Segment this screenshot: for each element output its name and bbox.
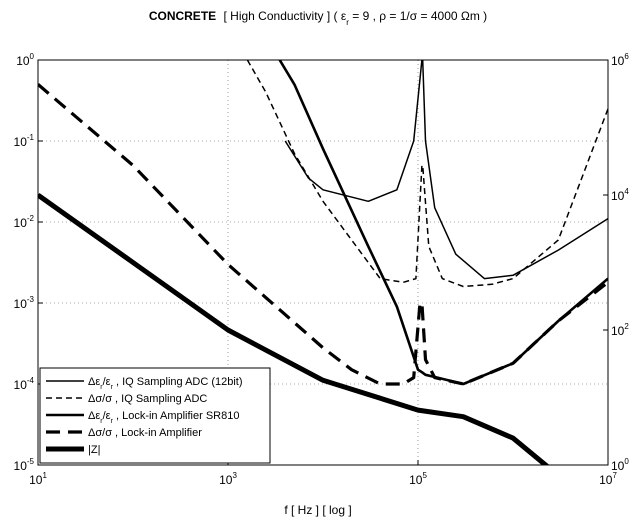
x-tick-label: 101 — [29, 471, 47, 487]
y-tick-label: 10-5 — [14, 457, 35, 473]
series-line-4 — [38, 83, 608, 386]
x-tick-label: 105 — [409, 471, 427, 487]
ticks: 101 103 105 10710010-110-210-310-410-510610… — [14, 52, 630, 487]
chart-title: CONCRETE [ High Conductivity ] ( εr = 9 … — [149, 9, 487, 27]
y-tick-label: 10-4 — [14, 376, 35, 392]
y-tick-label: 10-2 — [14, 214, 35, 230]
series-line-2 — [246, 60, 608, 288]
x-axis-label: f [ Hz ] [ log ] — [284, 503, 351, 517]
legend-label-4: Δσ/σ , Lock-in Amplifier — [88, 427, 202, 439]
series-line-1 — [284, 60, 608, 280]
x-tick-label: 103 — [219, 471, 237, 487]
chart-title-rest: [ High Conductivity ] ( ε — [224, 9, 347, 23]
legend: Δεr/εr , IQ Sampling ADC (12bit) Δσ/σ , I… — [39, 367, 271, 464]
y2-tick-label: 100 — [611, 457, 629, 473]
series-line-5 — [38, 192, 550, 465]
y-tick-label: 10-1 — [14, 133, 35, 149]
y2-tick-label: 106 — [611, 52, 629, 68]
plot-frame — [37, 59, 609, 466]
legend-label-2: Δσ/σ , IQ Sampling ADC — [88, 393, 207, 405]
y2-tick-label: 102 — [611, 322, 629, 338]
x-tick-label: 107 — [599, 471, 617, 487]
y2-tick-label: 104 — [611, 187, 629, 203]
legend-label-3: Δεr/εr , Lock-in Amplifier SR810 — [88, 410, 239, 425]
y-tick-label: 100 — [16, 52, 34, 68]
series-layer — [38, 60, 608, 465]
legend-label-5: |Z| — [88, 444, 100, 456]
chart-title-bold: CONCRETE — [149, 9, 216, 23]
y-tick-label: 10-3 — [14, 295, 35, 311]
legend-label-1: Δεr/εr , IQ Sampling ADC (12bit) — [88, 376, 243, 391]
